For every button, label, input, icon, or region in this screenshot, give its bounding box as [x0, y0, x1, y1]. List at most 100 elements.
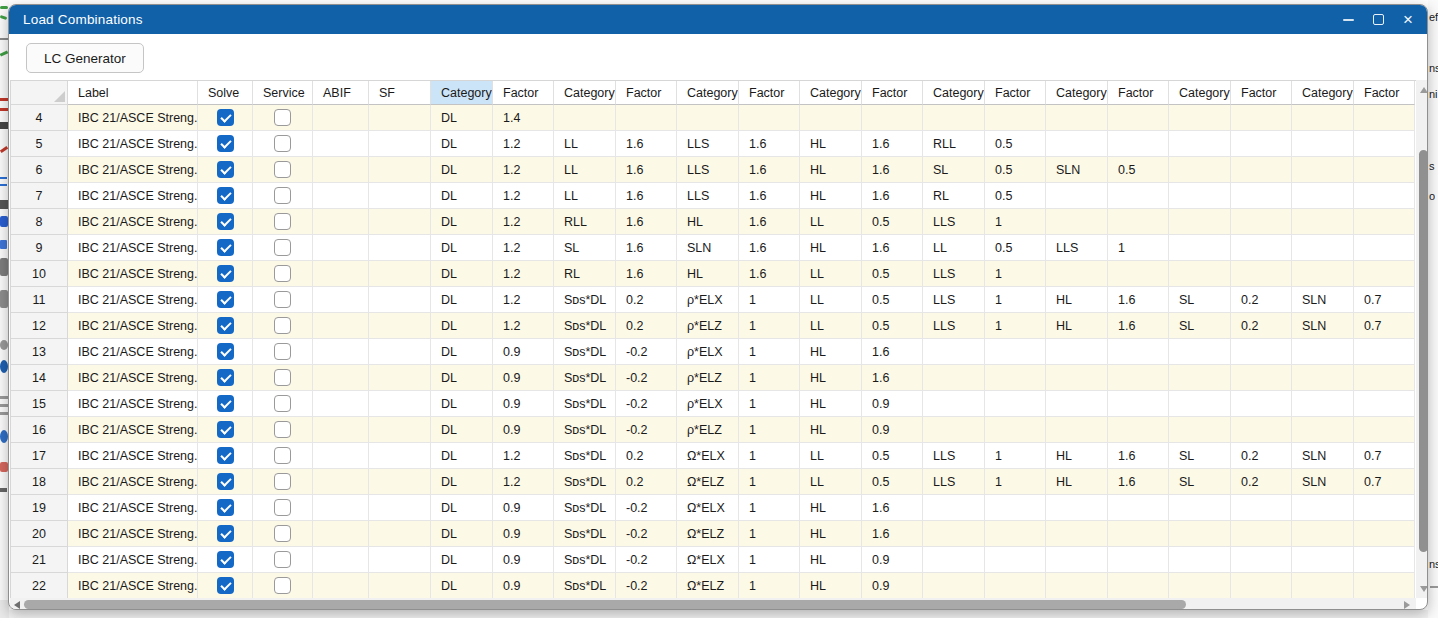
row-number-cell[interactable]: 13	[11, 339, 68, 365]
abif-cell[interactable]	[313, 443, 369, 469]
factor-cell[interactable]: 1.6	[862, 339, 923, 365]
category-cell[interactable]	[923, 521, 985, 547]
header-category[interactable]: Category	[800, 81, 862, 105]
category-cell[interactable]: Ω*ELZ	[677, 469, 739, 495]
category-cell[interactable]	[1292, 417, 1354, 443]
category-cell[interactable]: Sᴅs*DL	[554, 547, 616, 573]
category-cell[interactable]: Sᴅs*DL	[554, 469, 616, 495]
factor-cell[interactable]: 1.4	[493, 105, 554, 131]
header-category[interactable]: Category	[923, 81, 985, 105]
abif-cell[interactable]	[313, 235, 369, 261]
factor-cell[interactable]	[1231, 261, 1292, 287]
abif-cell[interactable]	[313, 573, 369, 599]
factor-cell[interactable]: 1	[739, 469, 800, 495]
factor-cell[interactable]: 1.6	[862, 157, 923, 183]
label-cell[interactable]: IBC 21/ASCE Streng...	[68, 365, 198, 391]
factor-cell[interactable]: 0.9	[493, 365, 554, 391]
category-cell[interactable]: HL	[800, 495, 862, 521]
category-cell[interactable]: LL	[800, 469, 862, 495]
header-category[interactable]: Category	[1169, 81, 1231, 105]
category-cell[interactable]: LLS	[923, 469, 985, 495]
category-cell[interactable]	[1046, 209, 1108, 235]
label-cell[interactable]: IBC 21/ASCE Streng...	[68, 287, 198, 313]
factor-cell[interactable]	[1231, 365, 1292, 391]
category-cell[interactable]	[1169, 495, 1231, 521]
factor-cell[interactable]: 1.6	[862, 521, 923, 547]
service-checkbox[interactable]	[274, 187, 291, 204]
solve-checkbox[interactable]	[217, 291, 234, 308]
category-cell[interactable]: LLS	[923, 261, 985, 287]
factor-cell[interactable]	[1231, 235, 1292, 261]
factor-cell[interactable]	[985, 495, 1046, 521]
service-checkbox[interactable]	[274, 317, 291, 334]
factor-cell[interactable]: 1.6	[739, 183, 800, 209]
service-checkbox[interactable]	[274, 213, 291, 230]
factor-cell[interactable]	[1108, 105, 1169, 131]
maximize-button[interactable]	[1363, 5, 1393, 34]
factor-cell[interactable]: 0.5	[985, 235, 1046, 261]
category-cell[interactable]: SL	[1169, 287, 1231, 313]
row-number-cell[interactable]: 9	[11, 235, 68, 261]
category-cell[interactable]: Sᴅs*DL	[554, 417, 616, 443]
category-cell[interactable]: LL	[554, 157, 616, 183]
abif-cell[interactable]	[313, 339, 369, 365]
factor-cell[interactable]: -0.2	[616, 521, 677, 547]
category-cell[interactable]: SLN	[1292, 443, 1354, 469]
sf-cell[interactable]	[369, 495, 431, 521]
solve-checkbox[interactable]	[217, 135, 234, 152]
row-number-cell[interactable]: 18	[11, 469, 68, 495]
factor-cell[interactable]: 0.5	[862, 469, 923, 495]
factor-cell[interactable]: 0.5	[985, 183, 1046, 209]
factor-cell[interactable]: 0.7	[1354, 469, 1415, 495]
category-cell[interactable]: DL	[431, 261, 493, 287]
factor-cell[interactable]: 1.2	[493, 443, 554, 469]
factor-cell[interactable]: 1	[739, 313, 800, 339]
solve-cell[interactable]	[198, 183, 253, 209]
category-cell[interactable]: LLS	[677, 131, 739, 157]
category-cell[interactable]	[1169, 131, 1231, 157]
header-label[interactable]: Label	[68, 81, 198, 105]
sf-cell[interactable]	[369, 365, 431, 391]
service-cell[interactable]	[253, 443, 313, 469]
service-checkbox[interactable]	[274, 447, 291, 464]
vertical-scrollbar-thumb[interactable]	[1419, 150, 1428, 552]
factor-cell[interactable]: 0.5	[985, 131, 1046, 157]
factor-cell[interactable]	[1108, 261, 1169, 287]
factor-cell[interactable]: -0.2	[616, 547, 677, 573]
category-cell[interactable]: HL	[800, 547, 862, 573]
factor-cell[interactable]	[1108, 131, 1169, 157]
category-cell[interactable]: HL	[1046, 287, 1108, 313]
category-cell[interactable]: SL	[1169, 469, 1231, 495]
category-cell[interactable]: LL	[554, 131, 616, 157]
service-cell[interactable]	[253, 183, 313, 209]
solve-checkbox[interactable]	[217, 187, 234, 204]
solve-cell[interactable]	[198, 157, 253, 183]
factor-cell[interactable]: 0.9	[493, 547, 554, 573]
service-checkbox[interactable]	[274, 395, 291, 412]
abif-cell[interactable]	[313, 287, 369, 313]
horizontal-scrollbar-thumb[interactable]	[24, 600, 1186, 609]
service-checkbox[interactable]	[274, 239, 291, 256]
factor-cell[interactable]	[1108, 339, 1169, 365]
category-cell[interactable]	[923, 573, 985, 599]
category-cell[interactable]: HL	[800, 417, 862, 443]
abif-cell[interactable]	[313, 131, 369, 157]
factor-cell[interactable]	[1354, 391, 1415, 417]
service-cell[interactable]	[253, 261, 313, 287]
scroll-right-button[interactable]	[1400, 598, 1414, 610]
abif-cell[interactable]	[313, 313, 369, 339]
factor-cell[interactable]: 0.2	[1231, 287, 1292, 313]
lc-generator-button[interactable]: LC Generator	[26, 43, 144, 73]
factor-cell[interactable]	[1231, 391, 1292, 417]
category-cell[interactable]: DL	[431, 105, 493, 131]
factor-cell[interactable]: 0.9	[493, 495, 554, 521]
factor-cell[interactable]: -0.2	[616, 573, 677, 599]
row-number-cell[interactable]: 10	[11, 261, 68, 287]
abif-cell[interactable]	[313, 209, 369, 235]
category-cell[interactable]: LL	[800, 261, 862, 287]
scroll-left-button[interactable]	[10, 598, 24, 610]
factor-cell[interactable]	[1108, 547, 1169, 573]
category-cell[interactable]: DL	[431, 339, 493, 365]
sf-cell[interactable]	[369, 287, 431, 313]
category-cell[interactable]	[1169, 235, 1231, 261]
